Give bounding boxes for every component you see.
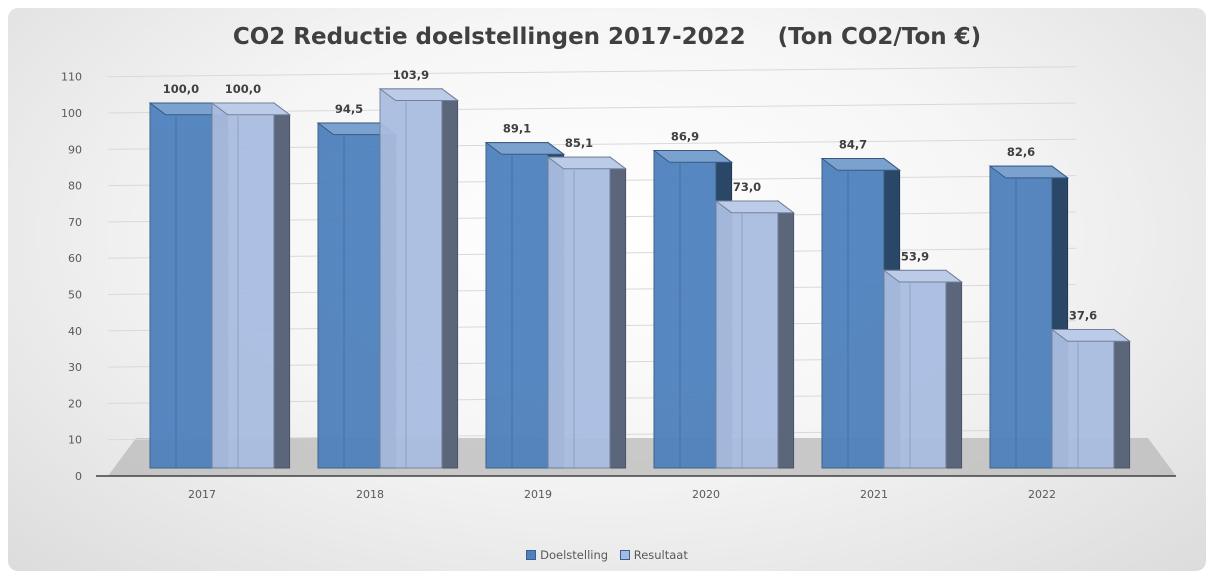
bar-doelstelling-2022 <box>989 165 1053 469</box>
bar-top-doelstelling-2020 <box>652 150 734 163</box>
y-tick-label: 110 <box>61 71 82 84</box>
data-label: 94,5 <box>335 102 363 116</box>
bar-resultaat-2021 <box>883 269 947 469</box>
bar-doelstelling-2019 <box>485 142 549 469</box>
data-label: 84,7 <box>839 138 867 152</box>
y-tick-label: 40 <box>68 325 82 338</box>
bar-top-doelstelling-2022 <box>988 165 1070 179</box>
bar-side-resultaat-2019 <box>609 156 627 469</box>
x-tick-label: 2017 <box>188 488 216 501</box>
bar-top-resultaat-2022 <box>1050 329 1132 342</box>
gridline <box>107 66 1077 78</box>
bar-side-resultaat-2022 <box>1113 328 1131 469</box>
bar-resultaat-2017 <box>211 102 275 469</box>
legend-label-doelstelling: Doelstelling <box>540 548 609 562</box>
data-label: 89,1 <box>503 122 531 136</box>
legend-item-resultaat: Resultaat <box>619 548 688 562</box>
bar-doelstelling-2017 <box>149 102 213 469</box>
y-tick-label: 70 <box>68 216 82 229</box>
y-tick-label: 10 <box>68 434 82 447</box>
y-tick-label: 100 <box>61 107 82 120</box>
bar-resultaat-2018 <box>379 88 443 469</box>
x-tick-label: 2020 <box>692 488 720 501</box>
legend-swatch-doelstelling <box>526 550 537 560</box>
chart-plot: 0 10 20 30 40 50 60 70 80 90 100 110 100,0 100,0 2017 9… <box>61 66 1176 501</box>
y-tick-label: 90 <box>68 143 82 156</box>
legend-label-resultaat: Resultaat <box>633 548 688 562</box>
bar-resultaat-2022 <box>1051 329 1115 469</box>
data-label: 82,6 <box>1007 145 1035 159</box>
bar-top-resultaat-2020 <box>714 200 796 214</box>
data-label: 100,0 <box>225 82 261 96</box>
x-tick-label: 2021 <box>860 488 888 501</box>
y-tick-label: 20 <box>68 397 82 410</box>
data-label: 53,9 <box>901 249 929 263</box>
bar-top-resultaat-2021 <box>882 269 964 283</box>
bar-doelstelling-2020 <box>653 150 717 469</box>
bar-side-resultaat-2021 <box>945 269 963 469</box>
data-label: 103,9 <box>393 68 429 82</box>
bar-doelstelling-2021 <box>821 158 885 469</box>
legend-swatch-resultaat <box>619 550 630 560</box>
bar-resultaat-2020 <box>715 200 779 469</box>
x-tick-label: 2019 <box>524 488 552 501</box>
bar-doelstelling-2018 <box>317 122 381 469</box>
bar-top-doelstelling-2019 <box>484 142 566 155</box>
chart-card: CO2 Reductie doelstellingen 2017-2022 (T… <box>8 8 1206 571</box>
x-tick-label: 2022 <box>1028 488 1056 501</box>
bar-top-resultaat-2018 <box>378 88 460 102</box>
data-label: 86,9 <box>671 130 699 144</box>
y-tick-label: 80 <box>68 180 82 193</box>
x-tick-label: 2018 <box>356 488 384 501</box>
chart-title: CO2 Reductie doelstellingen 2017-2022 (T… <box>232 24 982 50</box>
bar-top-doelstelling-2021 <box>820 158 902 171</box>
bar-top-resultaat-2019 <box>546 156 628 170</box>
legend: Doelstelling Resultaat <box>8 548 1206 563</box>
bar-side-resultaat-2020 <box>777 200 795 469</box>
bar-side-resultaat-2018 <box>441 87 459 469</box>
legend-item-doelstelling: Doelstelling <box>526 548 608 562</box>
data-label: 100,0 <box>163 82 199 96</box>
y-tick-label: 50 <box>68 289 82 302</box>
y-tick-label: 0 <box>75 470 82 483</box>
data-label: 73,0 <box>733 180 761 194</box>
y-tick-label: 30 <box>68 361 82 374</box>
bar-resultaat-2019 <box>547 156 611 469</box>
y-tick-label: 60 <box>68 252 82 265</box>
bar-side-resultaat-2017 <box>273 102 291 469</box>
bar-top-resultaat-2017 <box>210 102 292 116</box>
data-label: 37,6 <box>1069 309 1097 323</box>
data-label: 85,1 <box>565 136 593 150</box>
